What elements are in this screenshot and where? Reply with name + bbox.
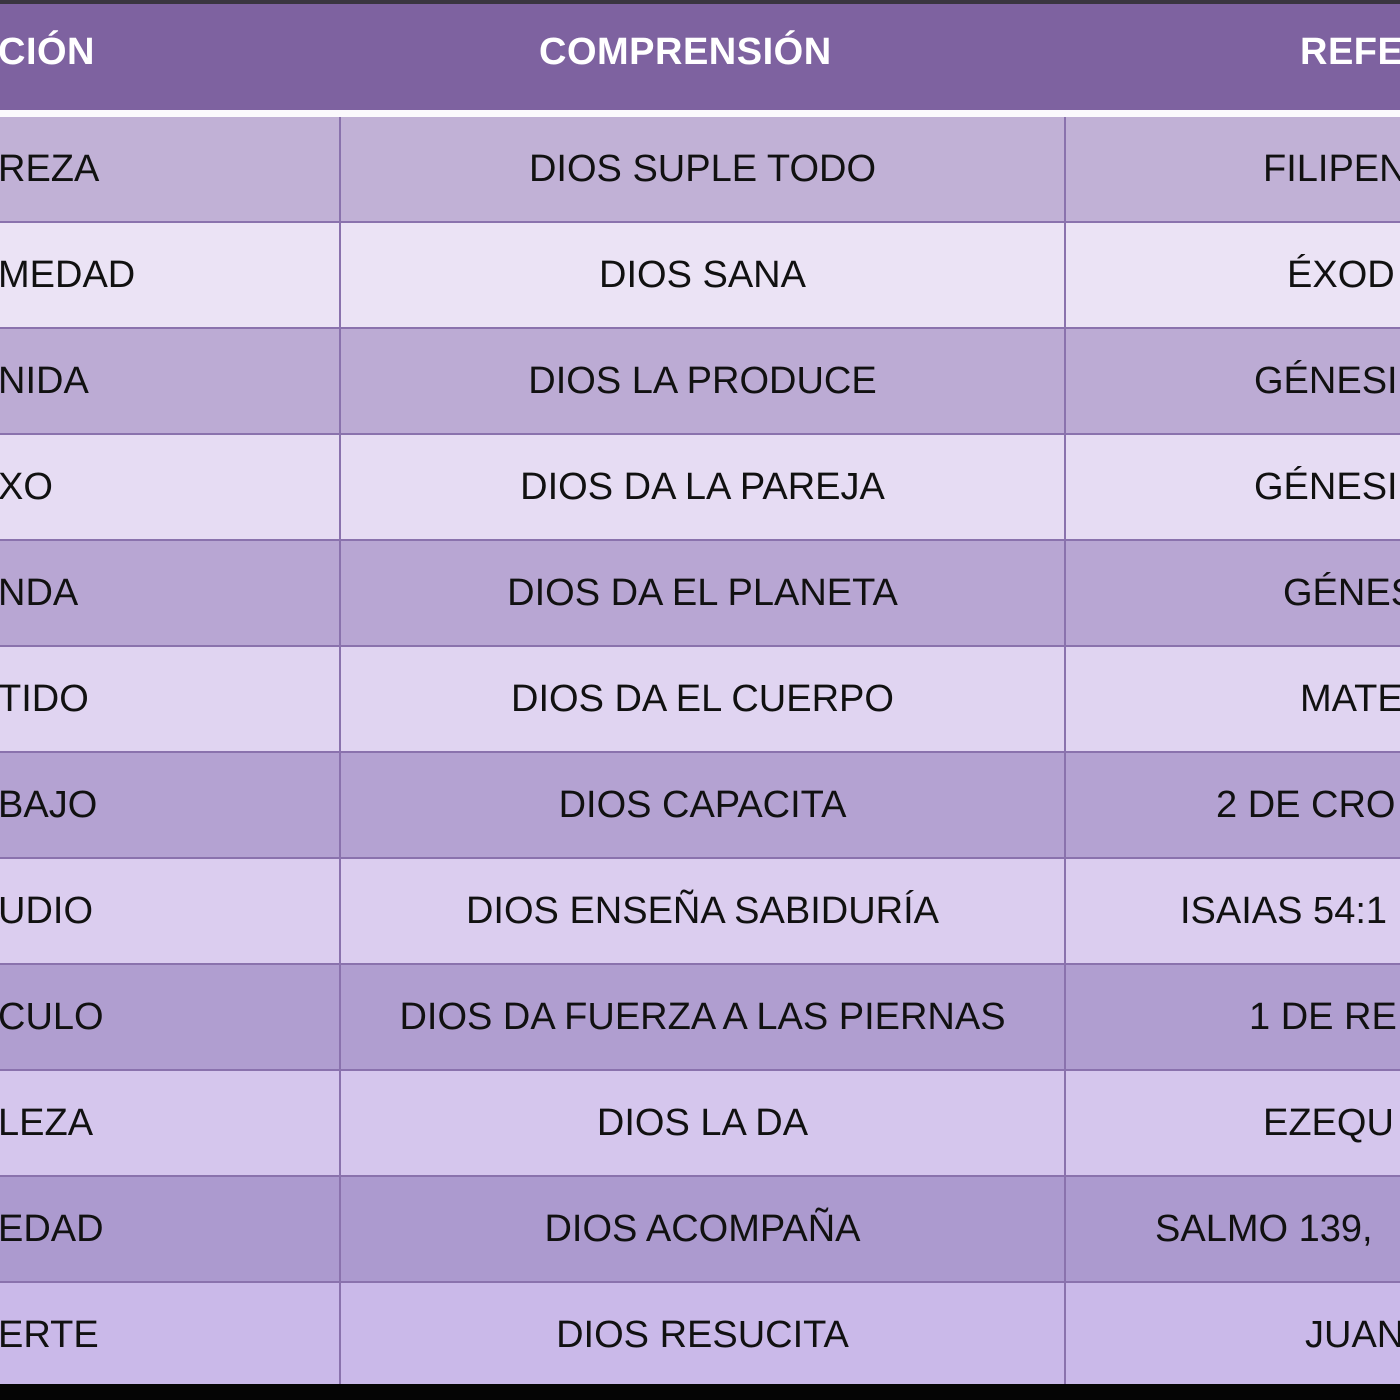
table-row: CULO DIOS DA FUERZA A LAS PIERNAS 1 DE RE	[0, 965, 1400, 1071]
cell-text: GÉNESI	[1254, 466, 1398, 508]
cell-situacion: MEDAD	[0, 223, 337, 327]
cell-text: MEDAD	[0, 254, 136, 296]
cell-comprension: DIOS DA LA PAREJA	[339, 435, 1066, 539]
table-row: EDAD DIOS ACOMPAÑA SALMO 139,	[0, 1177, 1400, 1283]
cell-comprension: DIOS DA FUERZA A LAS PIERNAS	[339, 965, 1066, 1069]
cell-referencia: ÉXOD	[1065, 223, 1400, 327]
cell-situacion: LEZA	[0, 1071, 337, 1175]
cell-text: ISAIAS 54:1	[1180, 890, 1388, 932]
cell-comprension: DIOS ENSEÑA SABIDURÍA	[339, 859, 1066, 963]
cell-text: ERTE	[0, 1314, 99, 1356]
cell-text: XO	[0, 466, 53, 508]
cell-text: REZA	[0, 148, 100, 190]
cell-text: FILIPEN	[1263, 148, 1400, 190]
cell-referencia: GÉNESI	[1065, 435, 1400, 539]
cell-referencia: ISAIAS 54:1	[1065, 859, 1400, 963]
bottom-border	[0, 1384, 1400, 1400]
header-col1: CIÓN	[0, 31, 95, 73]
cell-referencia: GÉNES	[1065, 541, 1400, 645]
cell-text: JUAN	[1305, 1314, 1400, 1356]
cell-comprension: DIOS RESUCITA	[339, 1283, 1066, 1387]
cell-situacion: TIDO	[0, 647, 337, 751]
cell-situacion: REZA	[0, 117, 337, 221]
cell-text: TIDO	[0, 678, 89, 720]
cell-comprension: DIOS DA EL CUERPO	[339, 647, 1066, 751]
cell-situacion: ERTE	[0, 1283, 337, 1387]
cell-comprension: DIOS DA EL PLANETA	[339, 541, 1066, 645]
cell-text: GÉNES	[1283, 572, 1400, 614]
cell-comprension: DIOS CAPACITA	[339, 753, 1066, 857]
table-header: CIÓN COMPRENSIÓN REFE	[0, 4, 1400, 110]
cell-text: BAJO	[0, 784, 98, 826]
cell-text: 2 DE CRO	[1216, 784, 1396, 826]
cell-text: EDAD	[0, 1208, 104, 1250]
cell-comprension: DIOS LA DA	[339, 1071, 1066, 1175]
header-separator	[0, 110, 1400, 117]
cell-text: EZEQU	[1263, 1102, 1394, 1144]
cell-text: LEZA	[0, 1102, 94, 1144]
table-row: ERTE DIOS RESUCITA JUAN	[0, 1283, 1400, 1389]
cell-text: 1 DE RE	[1249, 996, 1397, 1038]
table-row: XO DIOS DA LA PAREJA GÉNESI	[0, 435, 1400, 541]
cell-comprension: DIOS SANA	[339, 223, 1066, 327]
cell-situacion: NDA	[0, 541, 337, 645]
cell-situacion: UDIO	[0, 859, 337, 963]
table-row: BAJO DIOS CAPACITA 2 DE CRO	[0, 753, 1400, 859]
cell-text: SALMO 139,	[1155, 1208, 1373, 1250]
cell-referencia: 2 DE CRO	[1065, 753, 1400, 857]
cell-referencia: GÉNESI	[1065, 329, 1400, 433]
cell-comprension: DIOS LA PRODUCE	[339, 329, 1066, 433]
table-row: REZA DIOS SUPLE TODO FILIPEN	[0, 117, 1400, 223]
table-row: TIDO DIOS DA EL CUERPO MATE	[0, 647, 1400, 753]
table-row: NDA DIOS DA EL PLANETA GÉNES	[0, 541, 1400, 647]
cell-text: CULO	[0, 996, 104, 1038]
cell-referencia: SALMO 139,	[1065, 1177, 1400, 1281]
cell-situacion: NIDA	[0, 329, 337, 433]
cell-text: MATE	[1300, 678, 1400, 720]
table-row: LEZA DIOS LA DA EZEQU	[0, 1071, 1400, 1177]
header-comprension: COMPRENSIÓN	[539, 31, 832, 73]
cell-referencia: 1 DE RE	[1065, 965, 1400, 1069]
top-border	[0, 0, 1400, 4]
table-row: UDIO DIOS ENSEÑA SABIDURÍA ISAIAS 54:1	[0, 859, 1400, 965]
cell-text: ÉXOD	[1287, 254, 1395, 296]
cell-text: UDIO	[0, 890, 93, 932]
cell-text: GÉNESI	[1254, 360, 1398, 402]
cell-situacion: CULO	[0, 965, 337, 1069]
cell-text: NDA	[0, 572, 79, 614]
cell-referencia: MATE	[1065, 647, 1400, 751]
cell-situacion: XO	[0, 435, 337, 539]
table-row: MEDAD DIOS SANA ÉXOD	[0, 223, 1400, 329]
header-referencia: REFE	[1300, 31, 1400, 73]
cell-referencia: EZEQU	[1065, 1071, 1400, 1175]
cell-situacion: BAJO	[0, 753, 337, 857]
table-body: REZA DIOS SUPLE TODO FILIPEN MEDAD DIOS SANA…	[0, 117, 1400, 1389]
table-row: NIDA DIOS LA PRODUCE GÉNESI	[0, 329, 1400, 435]
cell-comprension: DIOS SUPLE TODO	[339, 117, 1066, 221]
cell-referencia: JUAN	[1065, 1283, 1400, 1387]
cell-comprension: DIOS ACOMPAÑA	[339, 1177, 1066, 1281]
cell-situacion: EDAD	[0, 1177, 337, 1281]
cell-text: NIDA	[0, 360, 89, 402]
cell-referencia: FILIPEN	[1065, 117, 1400, 221]
